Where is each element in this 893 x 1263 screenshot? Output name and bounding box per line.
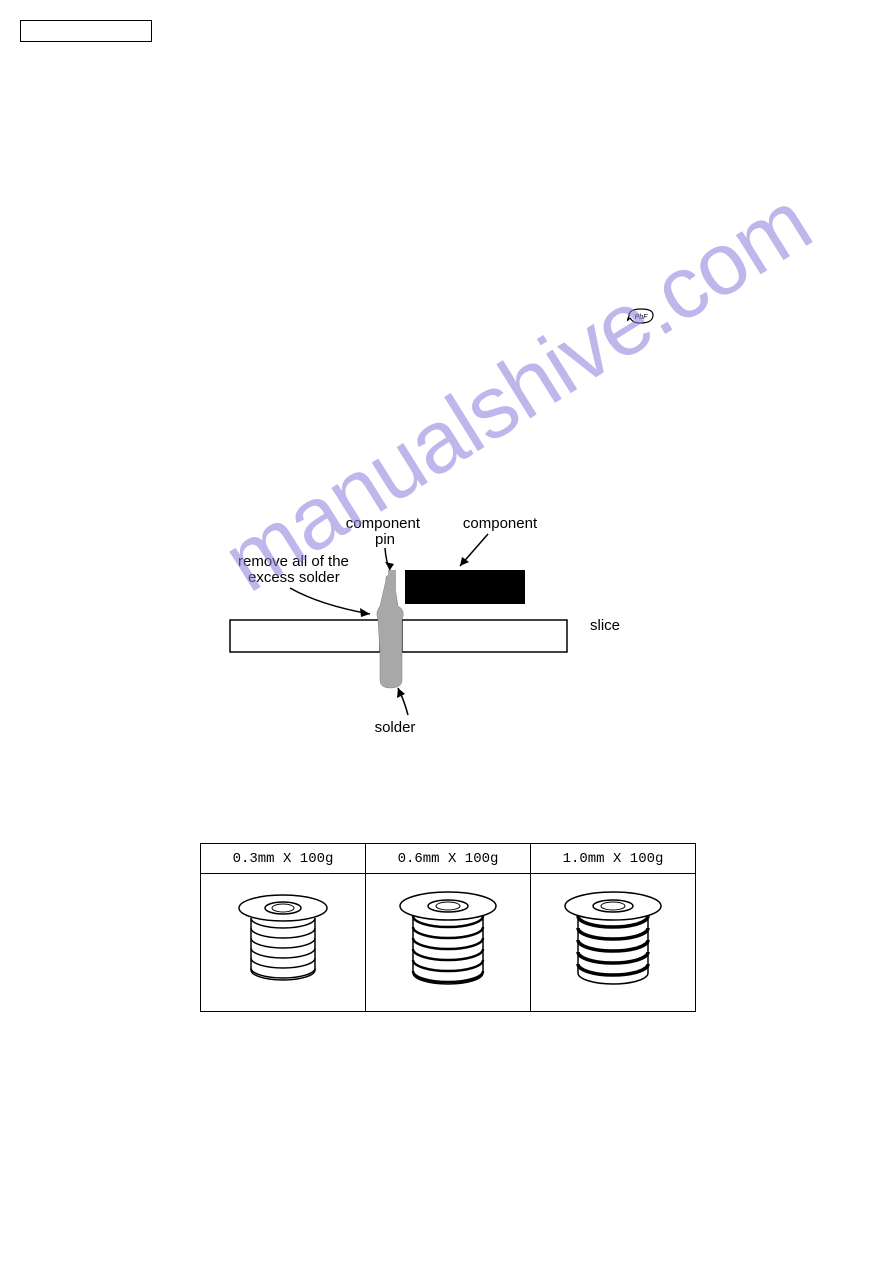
spool-cell — [366, 874, 531, 1012]
label-component: component — [463, 515, 538, 532]
spool-icon-medium — [373, 880, 523, 1000]
label-component-pin: component pin — [346, 515, 424, 548]
label-solder: solder — [375, 719, 416, 736]
spool-col-header: 0.3mm X 100g — [201, 844, 366, 874]
spool-icon-thick — [538, 880, 688, 1000]
label-slice: slice — [590, 617, 620, 634]
spool-cell — [201, 874, 366, 1012]
arrow-remove-solder — [290, 588, 370, 614]
solder-diagram: component pin component remove all of th… — [190, 510, 710, 750]
label-remove-solder: remove all of the excess solder — [238, 553, 353, 586]
spool-icon-thin — [208, 880, 358, 1000]
slice-right — [402, 620, 567, 652]
top-small-box — [20, 20, 152, 42]
pbf-label: PbF — [635, 314, 649, 321]
component-rect — [405, 570, 525, 604]
pbf-icon: PbF — [627, 308, 655, 324]
slice-left — [230, 620, 380, 652]
spool-col-header: 1.0mm X 100g — [531, 844, 696, 874]
spool-table: 0.3mm X 100g 0.6mm X 100g 1.0mm X 100g — [200, 843, 696, 1012]
spool-cell — [531, 874, 696, 1012]
spool-col-header: 0.6mm X 100g — [366, 844, 531, 874]
